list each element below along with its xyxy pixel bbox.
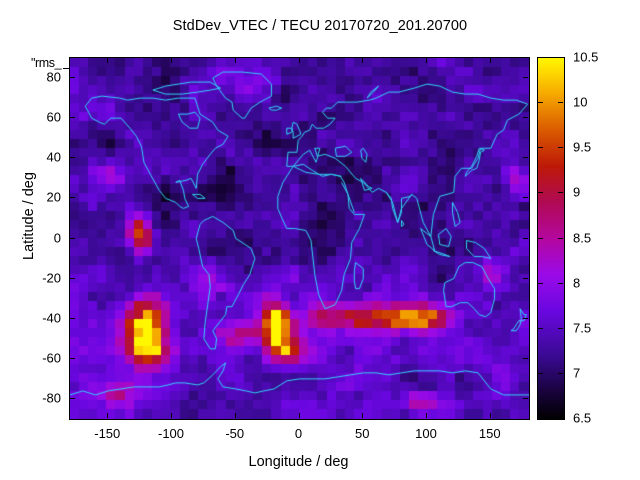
x-tick-mark: [107, 58, 108, 63]
heatmap-raster: [70, 58, 529, 419]
colorbar-tick-mark: [558, 147, 563, 148]
x-tick-label: -50: [225, 426, 245, 441]
colorbar-tick-mark: [538, 102, 543, 103]
colorbar-tick-label: 7: [573, 365, 581, 381]
y-tick-mark: [70, 238, 75, 239]
x-tick-mark: [299, 58, 300, 63]
colorbar-tick-mark: [538, 192, 543, 193]
colorbar-tick-label: 10: [573, 94, 588, 110]
colorbar-tick-label: 9: [573, 184, 581, 200]
y-tick-label: 0: [53, 230, 61, 245]
y-tick-label: 60: [46, 109, 61, 125]
colorbar-tick-mark: [558, 373, 563, 374]
colorbar-tick-mark: [538, 283, 543, 284]
colorbar-tick-mark: [538, 373, 543, 374]
heatmap-plot-area: [69, 57, 530, 420]
x-tick-label: 50: [355, 426, 370, 441]
colorbar-tick-label: 8.5: [573, 230, 592, 245]
colorbar-tick-mark: [538, 238, 543, 239]
page-title: StdDev_VTEC / TECU 20170720_201.20700: [172, 18, 468, 34]
y-axis-title: Latitude / deg: [21, 172, 37, 260]
colorbar-tick-mark: [558, 283, 563, 284]
colorbar-tick-mark: [558, 328, 563, 329]
x-tick-label: 100: [415, 426, 437, 441]
x-tick-label: 0: [294, 426, 303, 441]
y-tick-label: -40: [42, 310, 61, 326]
colorbar-tick-mark: [538, 147, 543, 148]
x-tick-mark: [362, 413, 363, 418]
y-tick-label: -80: [42, 390, 61, 406]
x-tick-mark: [235, 413, 236, 418]
x-tick-mark: [171, 58, 172, 63]
y-tick-mark: [70, 197, 75, 198]
x-tick-mark: [426, 413, 427, 418]
y-tick-label: 40: [46, 149, 61, 165]
x-tick-label: -150: [94, 426, 121, 441]
y-tick-label: 80: [46, 69, 61, 85]
y-tick-label: 20: [46, 189, 61, 205]
y-tick-mark: [70, 77, 75, 78]
y-tick-mark: [523, 77, 528, 78]
y-tick-mark: [523, 278, 528, 279]
colorbar-tick-mark: [538, 328, 543, 329]
x-tick-mark: [362, 58, 363, 63]
y-tick-mark: [523, 358, 528, 359]
y-tick-mark: [523, 238, 528, 239]
y-tick-mark: [70, 278, 75, 279]
colorbar-tick-mark: [558, 102, 563, 103]
y-tick-mark: [70, 398, 75, 399]
y-tick-mark: [70, 318, 75, 319]
y-tick-mark: [523, 157, 528, 158]
y-tick-mark: [70, 157, 75, 158]
x-tick-mark: [490, 58, 491, 63]
x-tick-mark: [235, 58, 236, 63]
x-axis-title: Longitude / deg: [248, 454, 349, 470]
x-tick-mark: [426, 58, 427, 63]
colorbar-tick-label: 6.5: [573, 410, 592, 426]
x-tick-mark: [107, 413, 108, 418]
colorbar-tick-label: 7.5: [573, 320, 592, 336]
colorbar-tick-mark: [558, 192, 563, 193]
colorbar-tick-label: 9.5: [573, 139, 592, 155]
x-tick-label: 150: [478, 426, 501, 441]
y-tick-mark: [523, 318, 528, 319]
y-tick-mark: [70, 117, 75, 118]
colorbar-tick-mark: [558, 238, 563, 239]
y-tick-label: -20: [42, 270, 61, 286]
y-tick-mark: [523, 197, 528, 198]
x-tick-label: -100: [157, 426, 185, 441]
x-tick-mark: [299, 413, 300, 418]
y-tick-mark: [523, 117, 528, 118]
x-tick-mark: [490, 413, 491, 418]
colorbar-tick-label: 10.5: [573, 49, 599, 65]
colorbar-tick-label: 8: [573, 275, 581, 291]
y-tick-mark: [523, 398, 528, 399]
stray-key-label: "rms_: [31, 56, 62, 70]
y-tick-mark: [70, 358, 75, 359]
x-tick-mark: [171, 413, 172, 418]
y-tick-label: -60: [42, 350, 61, 366]
